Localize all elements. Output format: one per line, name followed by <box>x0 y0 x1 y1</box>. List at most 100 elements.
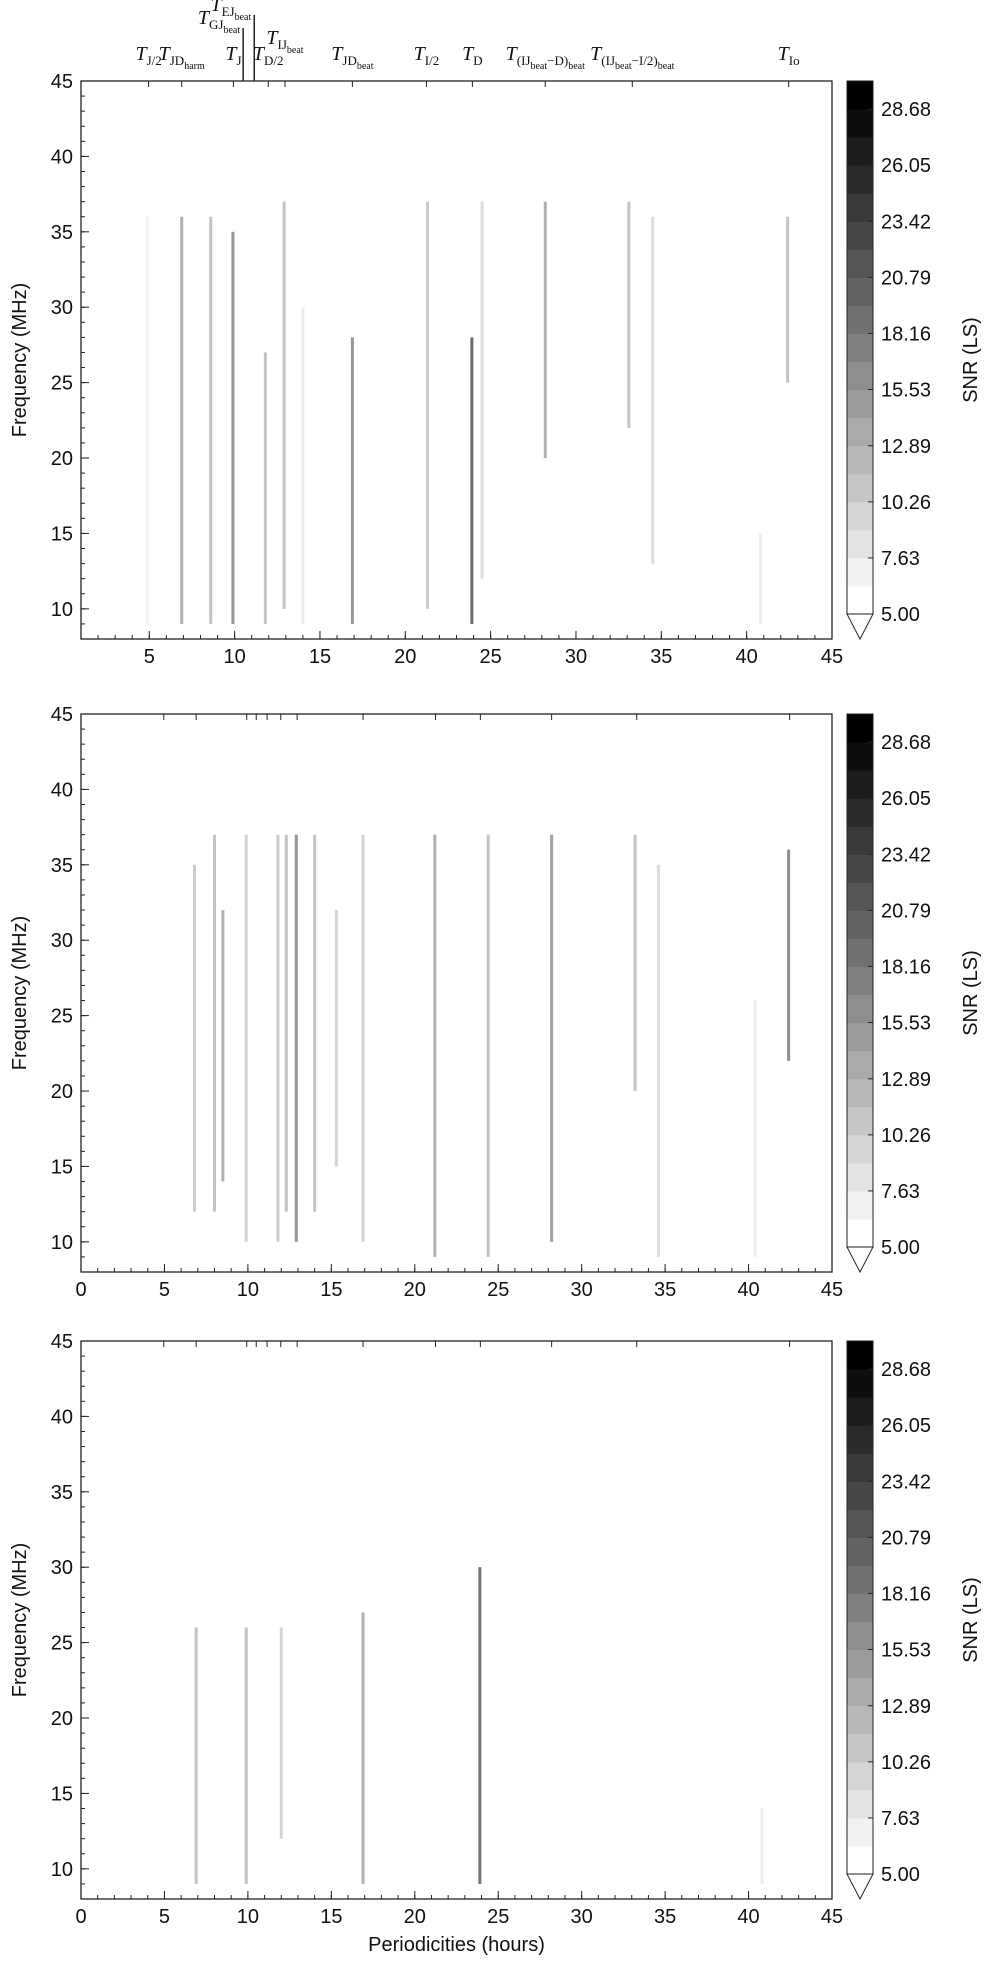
y-tick-label: 10 <box>51 599 73 621</box>
annotation-part: T <box>414 43 427 65</box>
x-tick-label: 40 <box>737 1906 759 1928</box>
heatmap-streak <box>313 834 317 1212</box>
colorbar-tick-label: 28.68 <box>881 732 931 754</box>
y-tick-label: 10 <box>51 1232 73 1254</box>
y-tick-label: 25 <box>51 1006 73 1028</box>
annotation-part: −I/2) <box>632 53 658 68</box>
colorbar-band <box>847 1733 873 1763</box>
y-axis-label: Frequency (MHz) <box>9 916 31 1070</box>
annotation-label: T(IJbeat−I/2)beat <box>590 43 674 72</box>
x-tick-label: 20 <box>404 1279 426 1301</box>
colorbar-band <box>847 1817 873 1847</box>
colorbar-band <box>847 910 873 939</box>
annotation-part: T <box>159 43 172 65</box>
colorbar-label: SNR (LS) <box>960 950 982 1036</box>
plot-area <box>81 714 832 1272</box>
x-tick-label: 35 <box>654 1279 676 1301</box>
annotation-label: TJ <box>225 43 241 68</box>
colorbar-tick-label: 10.26 <box>881 1752 931 1774</box>
colorbar-tick-label: 20.79 <box>881 900 931 922</box>
colorbar-tick-label: 18.16 <box>881 956 931 978</box>
colorbar-band <box>847 1761 873 1791</box>
x-tick-label: 40 <box>737 1279 759 1301</box>
heatmap-streak <box>550 834 554 1242</box>
x-tick-label: 45 <box>821 1906 843 1928</box>
x-tick-label: 45 <box>821 1279 843 1301</box>
heatmap-streak <box>301 307 305 624</box>
colorbar-band <box>847 1341 873 1370</box>
x-tick-label: 5 <box>159 1906 170 1928</box>
heatmap-streak <box>425 201 429 609</box>
colorbar-tick-label: 7.63 <box>881 1808 920 1830</box>
colorbar-band <box>847 1621 873 1651</box>
colorbar-band <box>847 1537 873 1566</box>
colorbar-band <box>847 1789 873 1819</box>
colorbar-band <box>847 826 873 855</box>
x-tick-label: 25 <box>480 646 502 668</box>
colorbar-tick-label: 12.89 <box>881 1696 931 1718</box>
colorbar-band <box>847 1593 873 1623</box>
colorbar-tick-label: 20.79 <box>881 1527 931 1549</box>
annotation-part: beat <box>568 61 585 72</box>
colorbar-band <box>847 882 873 911</box>
colorbar-band <box>847 770 873 799</box>
x-tick-label: 40 <box>736 646 758 668</box>
x-tick-label: 45 <box>821 646 843 668</box>
annotation-label: TD/2 <box>253 43 284 68</box>
colorbar-tick-label: 7.63 <box>881 1181 920 1203</box>
heatmap-streak <box>633 834 637 1092</box>
colorbar-tick-label: 7.63 <box>881 548 920 570</box>
x-tick-label: 25 <box>487 1906 509 1928</box>
annotation-part: (IJ <box>517 53 531 68</box>
colorbar-band <box>847 1481 873 1510</box>
annotation-part: T <box>266 27 279 49</box>
annotation-part: T <box>778 43 791 65</box>
heatmap-streak <box>627 201 631 428</box>
colorbar-label: SNR (LS) <box>960 317 982 403</box>
colorbar-tick-label: 15.53 <box>881 380 931 402</box>
heatmap-streak <box>244 834 248 1242</box>
colorbar-tick-label: 10.26 <box>881 1125 931 1147</box>
heatmap-streak <box>651 216 655 564</box>
annotation-part: beat <box>357 61 374 72</box>
colorbar-band <box>847 1425 873 1454</box>
annotation-part: T <box>225 43 238 65</box>
colorbar-tick-label: 15.53 <box>881 1640 931 1662</box>
y-tick-label: 35 <box>51 222 73 244</box>
annotation-label: TEJbeat <box>210 0 251 23</box>
colorbar-band <box>847 1565 873 1594</box>
annotation-part: beat <box>658 61 675 72</box>
heatmap-streak <box>334 910 338 1167</box>
colorbar-frame <box>846 80 874 615</box>
annotation-part: T <box>331 43 344 65</box>
annotation-part: beat <box>223 25 240 36</box>
colorbar-tick-label: 26.05 <box>881 155 931 177</box>
colorbar-band <box>847 1218 873 1248</box>
heatmap-streak <box>231 231 235 624</box>
x-tick-label: 35 <box>654 1906 676 1928</box>
colorbar-tick-label: 10.26 <box>881 492 931 514</box>
colorbar-band <box>847 1845 873 1875</box>
colorbar-tick-label: 26.05 <box>881 1415 931 1437</box>
heatmap-streak <box>282 201 286 609</box>
colorbar-tick-label: 23.42 <box>881 211 931 233</box>
colorbar-band <box>847 165 873 194</box>
x-tick-label: 25 <box>487 1279 509 1301</box>
annotation-label: TD <box>462 43 483 68</box>
colorbar-band <box>847 854 873 883</box>
x-tick-label: 0 <box>75 1279 86 1301</box>
colorbar-band <box>847 994 873 1024</box>
colorbar-tick-label: 23.42 <box>881 1471 931 1493</box>
heatmap-streak <box>470 337 474 624</box>
annotation-label: TJDharm <box>159 43 205 72</box>
x-tick-label: 5 <box>159 1279 170 1301</box>
x-tick-label: 5 <box>144 646 155 668</box>
y-tick-label: 15 <box>51 523 73 545</box>
x-tick-label: 35 <box>650 646 672 668</box>
y-tick-label: 40 <box>51 779 73 801</box>
annotation-part: EJ <box>222 4 235 19</box>
heatmap-streak <box>146 216 150 624</box>
colorbar-band <box>847 445 873 475</box>
colorbar-band <box>847 1369 873 1398</box>
heatmap-streak <box>263 352 267 624</box>
